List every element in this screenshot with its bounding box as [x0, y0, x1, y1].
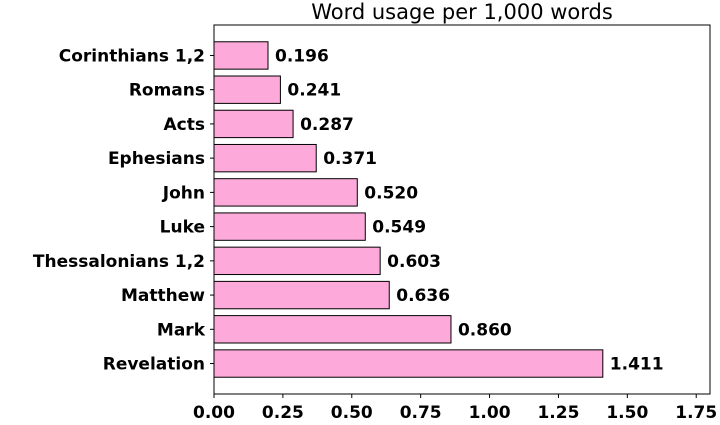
data-label: 0.520: [364, 183, 418, 203]
y-tick-label: John: [162, 183, 205, 203]
x-tick-label: 0.50: [331, 403, 373, 423]
data-label: 0.603: [387, 252, 441, 272]
plot-frame: [213, 24, 711, 395]
x-tick-label: 0.00: [193, 403, 235, 423]
data-label: 0.636: [396, 286, 450, 306]
data-label: 0.549: [372, 218, 426, 238]
y-tick-label: Revelation: [103, 355, 205, 375]
y-tick-label: Acts: [164, 115, 205, 135]
bar: [213, 41, 269, 70]
bar: [213, 212, 366, 241]
bar: [213, 349, 604, 378]
bar: [213, 109, 294, 139]
y-tick-label: Thessalonians 1,2: [33, 252, 205, 272]
bar: [213, 246, 381, 276]
y-tick-label: Luke: [160, 218, 205, 238]
y-tick-label: Romans: [129, 81, 205, 101]
data-label: 1.411: [610, 355, 664, 375]
y-tick-label: Ephesians: [108, 149, 205, 169]
data-label: 0.196: [275, 46, 329, 66]
bar: [213, 315, 452, 344]
bar: [213, 143, 317, 173]
bar: [213, 178, 358, 207]
x-tick-label: 1.75: [675, 403, 717, 423]
x-tick-label: 1.50: [606, 403, 648, 423]
x-tick-label: 1.25: [537, 403, 579, 423]
bar: [213, 75, 281, 104]
x-tick-label: 1.00: [469, 403, 511, 423]
y-tick-label: Matthew: [121, 286, 205, 306]
x-tick-label: 0.25: [262, 403, 304, 423]
x-tick-label: 0.75: [400, 403, 442, 423]
data-label: 0.287: [300, 115, 354, 135]
data-label: 0.241: [287, 81, 341, 101]
data-label: 0.371: [323, 149, 377, 169]
bar: [213, 280, 390, 310]
data-label: 0.860: [458, 320, 512, 340]
chart-title: Word usage per 1,000 words: [311, 0, 613, 24]
y-tick-label: Mark: [157, 320, 206, 340]
y-tick-label: Corinthians 1,2: [59, 46, 205, 66]
